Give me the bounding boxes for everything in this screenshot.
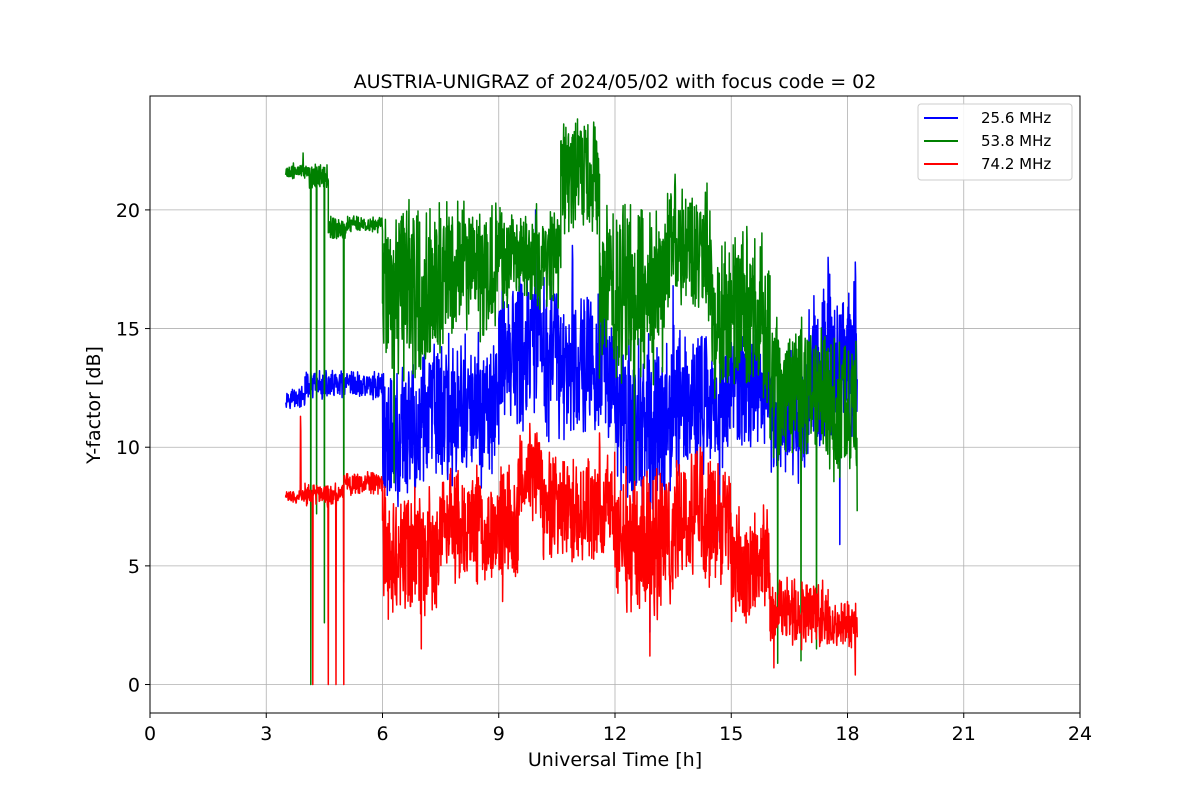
y-axis-ticks: 0 5 10 15 20 bbox=[116, 200, 150, 697]
series-line-2 bbox=[284, 415, 858, 686]
x-tick-label: 15 bbox=[719, 723, 743, 745]
legend-label-1: 53.8 MHz bbox=[981, 132, 1051, 150]
chart-title: AUSTRIA-UNIGRAZ of 2024/05/02 with focus… bbox=[354, 71, 877, 93]
y-tick-label: 20 bbox=[116, 200, 140, 222]
x-tick-label: 6 bbox=[376, 723, 388, 745]
x-tick-label: 24 bbox=[1068, 723, 1092, 745]
x-tick-label: 0 bbox=[144, 723, 156, 745]
x-axis-ticks: 0 3 6 9 12 15 18 21 24 bbox=[144, 713, 1092, 745]
series-layer bbox=[284, 118, 858, 686]
legend-box bbox=[917, 103, 1073, 181]
y-axis-label: Y-factor [dB] bbox=[83, 346, 105, 465]
legend-label-2: 74.2 MHz bbox=[981, 155, 1051, 173]
x-tick-label: 9 bbox=[493, 723, 505, 745]
legend: 25.6 MHz 53.8 MHz 74.2 MHz bbox=[917, 103, 1073, 181]
series-line-1 bbox=[284, 118, 858, 686]
y-tick-label: 5 bbox=[128, 556, 140, 578]
x-tick-label: 12 bbox=[603, 723, 627, 745]
x-axis-label: Universal Time [h] bbox=[528, 749, 702, 771]
x-tick-label: 18 bbox=[835, 723, 859, 745]
y-tick-label: 10 bbox=[116, 437, 140, 459]
legend-label-0: 25.6 MHz bbox=[981, 109, 1051, 127]
x-tick-label: 21 bbox=[952, 723, 976, 745]
x-tick-label: 3 bbox=[260, 723, 272, 745]
series-line-0 bbox=[285, 209, 858, 634]
y-tick-label: 0 bbox=[128, 675, 140, 697]
y-tick-label: 15 bbox=[116, 319, 140, 341]
